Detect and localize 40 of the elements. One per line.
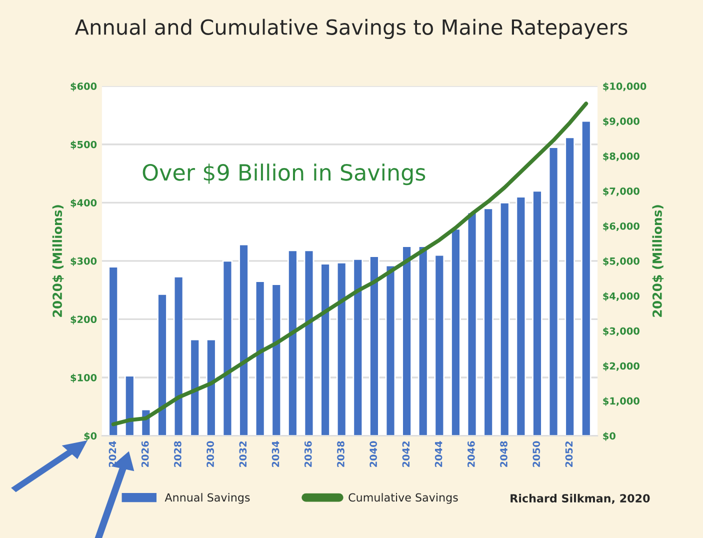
- y-axis-title: 2020$ (Millions): [52, 205, 64, 317]
- y-tick-label: $400: [70, 198, 97, 208]
- annotation: Over $9 Billion in Savings: [142, 164, 426, 186]
- legend-label: Cumulative Savings: [348, 493, 458, 504]
- x-tick-label: 2046: [467, 441, 475, 467]
- x-tick-label: 2050: [532, 441, 540, 467]
- y2-tick-label: $2,000: [603, 362, 640, 371]
- y2-tick-label: $7,000: [603, 187, 640, 196]
- y2-tick-label: $4,000: [603, 292, 640, 302]
- y-tick-label: $500: [70, 140, 97, 150]
- text: Richard Silkman, 2020: [510, 494, 650, 504]
- x-tick-label: 2048: [500, 441, 508, 467]
- y2-tick-label: $9,000: [603, 117, 640, 126]
- y2-axis-title: 2020$ (Millions): [652, 205, 664, 317]
- y2-tick-label: $3,000: [603, 327, 640, 336]
- x-tick-label: 2032: [239, 441, 247, 467]
- y-tick-label: $100: [70, 374, 97, 383]
- line-series: [111, 102, 588, 426]
- y2-tick-label: $8,000: [603, 152, 640, 162]
- x-tick-label: 2038: [337, 441, 344, 467]
- x-tick-label: 2040: [370, 441, 378, 467]
- chart-title: Annual and Cumulative Savings to Maine Ratepayers: [74, 18, 628, 39]
- y2-tick-label: $1,000: [603, 397, 640, 406]
- x-tick-label: 2028: [174, 441, 182, 467]
- y2-tick-label: $0: [603, 432, 616, 441]
- y2-tick-label: $6,000: [603, 222, 640, 232]
- y2-tick-label: $10,000: [603, 82, 646, 92]
- legend-label: Annual Savings: [164, 493, 250, 504]
- x-tick-label: 2042: [402, 441, 410, 467]
- x-tick-label: 2026: [141, 441, 149, 467]
- x-tick-label: 2030: [206, 441, 214, 467]
- y-tick-label: $0: [84, 432, 97, 441]
- y2-tick-label: $5,000: [603, 257, 640, 266]
- x-tick-label: 2044: [434, 441, 442, 467]
- y-tick-label: $200: [70, 316, 97, 324]
- x-tick-label: 2036: [304, 441, 312, 467]
- x-tick-label: 2034: [272, 441, 280, 467]
- y-tick-label: $300: [70, 257, 97, 266]
- x-tick-label: 2052: [565, 441, 573, 467]
- y-tick-label: $600: [70, 82, 97, 92]
